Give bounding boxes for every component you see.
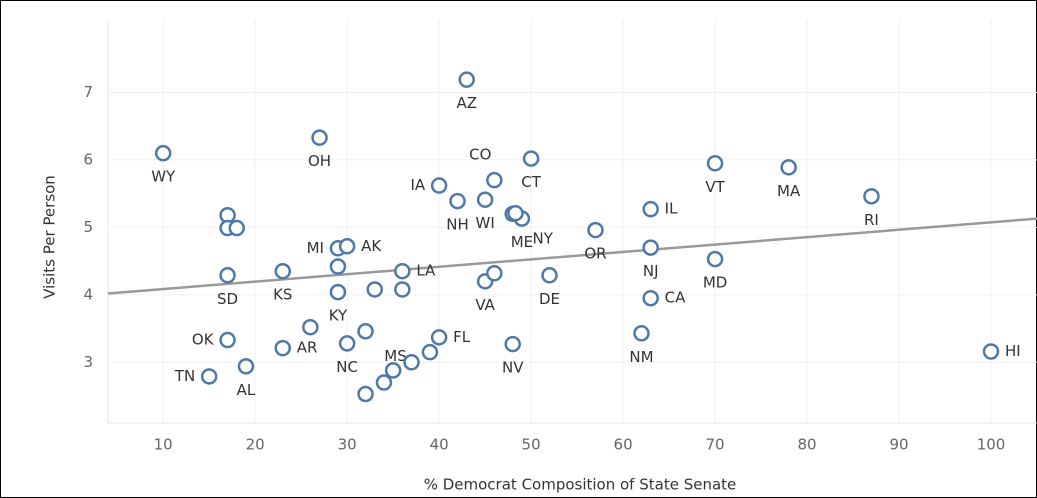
y-tick-label: 4 xyxy=(83,285,93,303)
point-label: NC xyxy=(336,358,358,376)
point xyxy=(366,281,383,298)
point-label: WI xyxy=(475,214,494,232)
point-label: AL xyxy=(237,381,256,399)
point-label: NM xyxy=(629,348,653,366)
point xyxy=(982,343,1000,360)
point xyxy=(430,329,448,346)
point xyxy=(357,323,374,340)
point xyxy=(541,267,558,284)
point xyxy=(219,331,236,349)
x-tick-label: 90 xyxy=(889,436,908,454)
point-label: IL xyxy=(665,200,678,218)
x-tick-label: 20 xyxy=(246,436,265,454)
point-label: SD xyxy=(217,290,238,308)
x-tick-label: 100 xyxy=(977,436,1006,454)
x-tick-label: 60 xyxy=(614,436,633,454)
point xyxy=(706,250,724,268)
point-label: TN xyxy=(174,367,195,385)
point xyxy=(449,192,466,210)
point xyxy=(274,262,292,280)
point-label: ME xyxy=(511,233,533,251)
point-label: VA xyxy=(475,296,495,314)
point-label: OH xyxy=(308,152,331,170)
point xyxy=(403,354,420,371)
point-label: MA xyxy=(777,182,801,200)
point-label: RI xyxy=(864,211,879,229)
point-label: FL xyxy=(453,328,471,346)
y-tick-label: 3 xyxy=(83,353,93,371)
point-label: VT xyxy=(705,178,725,196)
point-label: NJ xyxy=(643,262,659,280)
point-label: AR xyxy=(297,339,318,357)
point xyxy=(642,200,659,218)
point-label: CA xyxy=(665,289,686,307)
point-label: CT xyxy=(521,173,541,191)
point xyxy=(486,171,503,189)
point-label: NY xyxy=(533,229,554,247)
point xyxy=(375,374,393,391)
point-label: OK xyxy=(192,331,215,349)
point xyxy=(780,159,797,176)
point-label: HI xyxy=(1005,342,1021,360)
point xyxy=(338,335,356,352)
point xyxy=(274,339,292,357)
point xyxy=(522,150,540,167)
point-label: IA xyxy=(410,176,425,194)
point-label: OR xyxy=(584,245,606,263)
point-label: WY xyxy=(151,168,176,186)
point xyxy=(587,221,604,239)
point xyxy=(311,129,328,146)
point-label: MD xyxy=(703,274,728,292)
y-tick-label: 7 xyxy=(83,83,93,101)
point xyxy=(458,71,475,88)
point xyxy=(338,238,356,255)
point xyxy=(228,219,246,237)
point-label: MS xyxy=(384,347,406,365)
point xyxy=(200,368,218,385)
point-label: AK xyxy=(361,237,382,255)
y-tick-label: 6 xyxy=(83,150,93,168)
point xyxy=(863,188,880,205)
point-label: LA xyxy=(416,262,436,280)
point xyxy=(329,283,347,301)
point xyxy=(507,204,524,222)
x-axis-title: % Democrat Composition of State Senate xyxy=(424,476,737,494)
point xyxy=(633,325,650,342)
point xyxy=(394,262,411,280)
point-label: AZ xyxy=(456,94,477,112)
y-tick-label: 5 xyxy=(83,218,93,236)
point-label: DE xyxy=(539,290,560,308)
point xyxy=(486,265,503,282)
point xyxy=(219,267,236,284)
point xyxy=(237,358,255,375)
point-label: KS xyxy=(273,286,292,304)
point xyxy=(430,177,448,194)
x-tick-label: 70 xyxy=(706,436,725,454)
point-label: NV xyxy=(502,359,524,377)
point xyxy=(706,155,724,172)
point-label: MI xyxy=(307,239,324,257)
trend-line xyxy=(107,217,1037,295)
y-axis-title: Visits Per Person xyxy=(41,175,59,299)
point xyxy=(329,258,347,275)
x-tick-label: 30 xyxy=(338,436,357,454)
point-label: CO xyxy=(469,146,491,164)
point xyxy=(476,191,494,208)
x-tick-label: 50 xyxy=(522,436,541,454)
point xyxy=(504,335,521,353)
x-tick-label: 10 xyxy=(154,436,173,454)
point xyxy=(154,144,172,162)
point xyxy=(421,343,439,361)
point xyxy=(357,385,374,403)
point-label: KY xyxy=(329,307,348,325)
point xyxy=(384,362,402,379)
point-label: NH xyxy=(446,216,469,234)
x-tick-label: 40 xyxy=(430,436,449,454)
point xyxy=(642,289,659,307)
point xyxy=(642,239,659,256)
point xyxy=(394,281,411,298)
point xyxy=(302,318,319,336)
x-tick-label: 80 xyxy=(798,436,817,454)
